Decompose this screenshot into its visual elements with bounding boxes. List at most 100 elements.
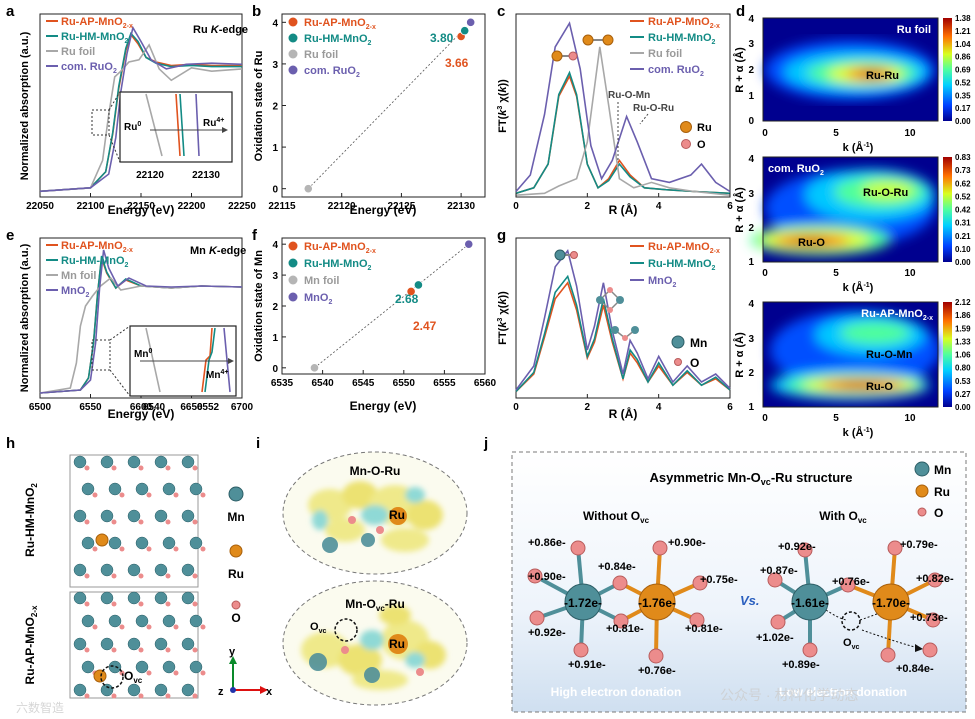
map2-xtick-0: 0	[762, 268, 768, 279]
x-tick-label-b-3: 22130	[447, 201, 475, 212]
legend-ap-b: Ru-AP-MnO2-x	[304, 17, 376, 31]
zoom-box-a	[91, 109, 110, 136]
legend-oxide-b: com. RuO2	[304, 65, 360, 79]
legend-hm-f: Ru-HM-MnO2	[304, 258, 372, 272]
inset-arrowhead-a	[222, 127, 228, 133]
axes-b: 22115 22120 22125 22130 0 1 2 3 4	[268, 18, 475, 212]
charge-right-3: +0.76e-	[832, 576, 870, 588]
charge-right-4: +0.82e-	[916, 573, 954, 585]
mn-atom-18	[189, 482, 203, 496]
o-atom-22	[111, 519, 117, 525]
mn-atom-15	[135, 614, 149, 628]
data-label-hm-b: 3.80	[430, 31, 454, 45]
legend-o-label-h: O	[231, 611, 240, 625]
legend-o-atom-c	[681, 139, 691, 149]
map3-xtick-10: 10	[904, 413, 916, 424]
mn-atom-19	[189, 614, 203, 628]
colorbar-2	[943, 157, 952, 262]
legend-o-atom-h	[231, 600, 241, 610]
legend-foil-e: Mn foil	[61, 270, 96, 282]
axes-f: 6535 6540 6545 6550 6555 6560 0 1 2 3 4	[271, 240, 497, 389]
map3-xtick-0: 0	[762, 413, 768, 424]
panel-f: f 6535 6540 6545 6550 6555 6560 0 1 2 3 4 Energy (…	[252, 227, 497, 413]
right-title-j: With Ovc	[819, 509, 867, 525]
data-label-ap-f: 2.47	[413, 319, 437, 333]
mn-atom-31	[81, 660, 95, 674]
data-point-f-0	[406, 286, 416, 297]
data-label-ap-b: 3.66	[445, 56, 469, 70]
legend-ru-label-j: Ru	[934, 485, 950, 499]
charge-right-0: +0.92e-	[778, 541, 816, 553]
o-atom-24	[138, 519, 144, 525]
mn-atom-37	[162, 660, 176, 674]
x-tick-label-e-3: 6650	[180, 402, 203, 413]
y-axis-label-b: Oxidation state of Ru	[253, 51, 265, 162]
map-feature-3b: Ru-O	[866, 381, 893, 393]
map3-xtick-5: 5	[833, 413, 839, 424]
o-atom-37	[173, 670, 179, 676]
mn-atom-38	[189, 536, 203, 550]
o-atom-10	[92, 492, 98, 498]
map1-ytick-3: 3	[748, 39, 754, 50]
panel-letter-a: a	[6, 3, 15, 20]
o-atom-27	[165, 647, 171, 653]
charges-right-j: +0.92e- +0.79e- +0.87e- +0.76e- +0.82e- …	[756, 539, 954, 675]
legend-foil-f: Mn foil	[304, 275, 339, 287]
unit-cell-top-h	[69, 454, 199, 588]
o-atom-42	[111, 573, 117, 579]
mn-atom-7	[154, 591, 168, 605]
inset-curve-ap-a	[175, 93, 181, 157]
annotation-line-ru-c	[639, 113, 649, 125]
map2-ytick-2: 2	[748, 223, 754, 234]
inset-curve-oxide-e	[223, 327, 231, 393]
legend-o-label-j: O	[934, 506, 943, 520]
x-tick-label-f-3: 6550	[393, 378, 416, 389]
map-feature-2b: Ru-O	[798, 237, 825, 249]
y-axis-label-g: FT(k3 χ(k))	[497, 291, 509, 345]
map-contours-2	[750, 169, 935, 255]
panel-c: c 0 2 4 6 R (Å) FT(k3 χ(k)) Ru-AP-MnO2-x Ru…	[497, 3, 733, 217]
ru-label-bottom-i: Ru	[389, 637, 405, 651]
y-tick-label-f-0: 0	[272, 364, 278, 375]
o-atom-36	[173, 546, 179, 552]
mn-atom-39	[189, 660, 203, 674]
x-tick-label-f-2: 6545	[352, 378, 375, 389]
ru-label-top-i: Ru	[389, 508, 405, 522]
charge-right-5: +1.02e-	[756, 632, 794, 644]
o-atom-3	[111, 601, 117, 607]
inset-label-left-e: Mn0	[134, 348, 152, 360]
mn-atom-46	[154, 563, 168, 577]
map-feature-3a: Ru-O-Mn	[866, 349, 913, 361]
x-tick-label-e-0: 6500	[29, 402, 52, 413]
legend-e: Ru-AP-MnO2-x Ru-HM-MnO2 Mn foil MnO2	[46, 240, 133, 299]
x-axis-label-e: Energy (eV)	[108, 407, 175, 421]
legend-dot-hm-b	[288, 33, 298, 43]
ru-o-dimer-icon	[551, 50, 578, 62]
mn-atom-8	[181, 455, 195, 469]
colorbar-label-1-3: 0.52	[955, 192, 971, 201]
vacancy-circle-h	[100, 665, 124, 689]
colorbar-label-2-2: 1.59	[955, 324, 971, 333]
colorbar-label-1-7: 0.10	[955, 245, 971, 254]
mn-atom-20	[73, 509, 87, 523]
legend-ru-label-c: Ru	[697, 122, 712, 134]
x-tick-label-a-0: 22050	[26, 201, 54, 212]
y-tick-label-b-3: 3	[272, 60, 278, 71]
map1-ytick-2: 2	[748, 65, 754, 76]
charge-left-4: +0.75e-	[700, 574, 738, 586]
x-tick-label-a-3: 22200	[178, 201, 206, 212]
series-line-a-1	[39, 31, 242, 193]
plot-frame-c	[515, 13, 731, 198]
charges-left-j: +0.86e- +0.90e- +0.84e- +0.90e- +0.75e- …	[528, 537, 738, 677]
map1-ylabel: R + α (Å)	[733, 47, 746, 93]
series-group-g	[515, 249, 731, 393]
x-tick-label-a-4: 22250	[228, 201, 256, 212]
inset-tick-1-a: 22120	[136, 170, 164, 181]
data-point-b-3	[466, 17, 476, 27]
series-line-c-2	[515, 46, 731, 196]
o-atom-45	[138, 693, 144, 699]
legend-hm-e: Ru-HM-MnO2	[61, 255, 129, 269]
wavelet-map-1: Ru foil Ru-Ru 1.38 1.21 1.04 0.86 0.69 0.52 0.…	[733, 14, 971, 154]
crystal-atoms-h	[73, 455, 206, 699]
y-tick-label-b-1: 1	[272, 143, 278, 154]
